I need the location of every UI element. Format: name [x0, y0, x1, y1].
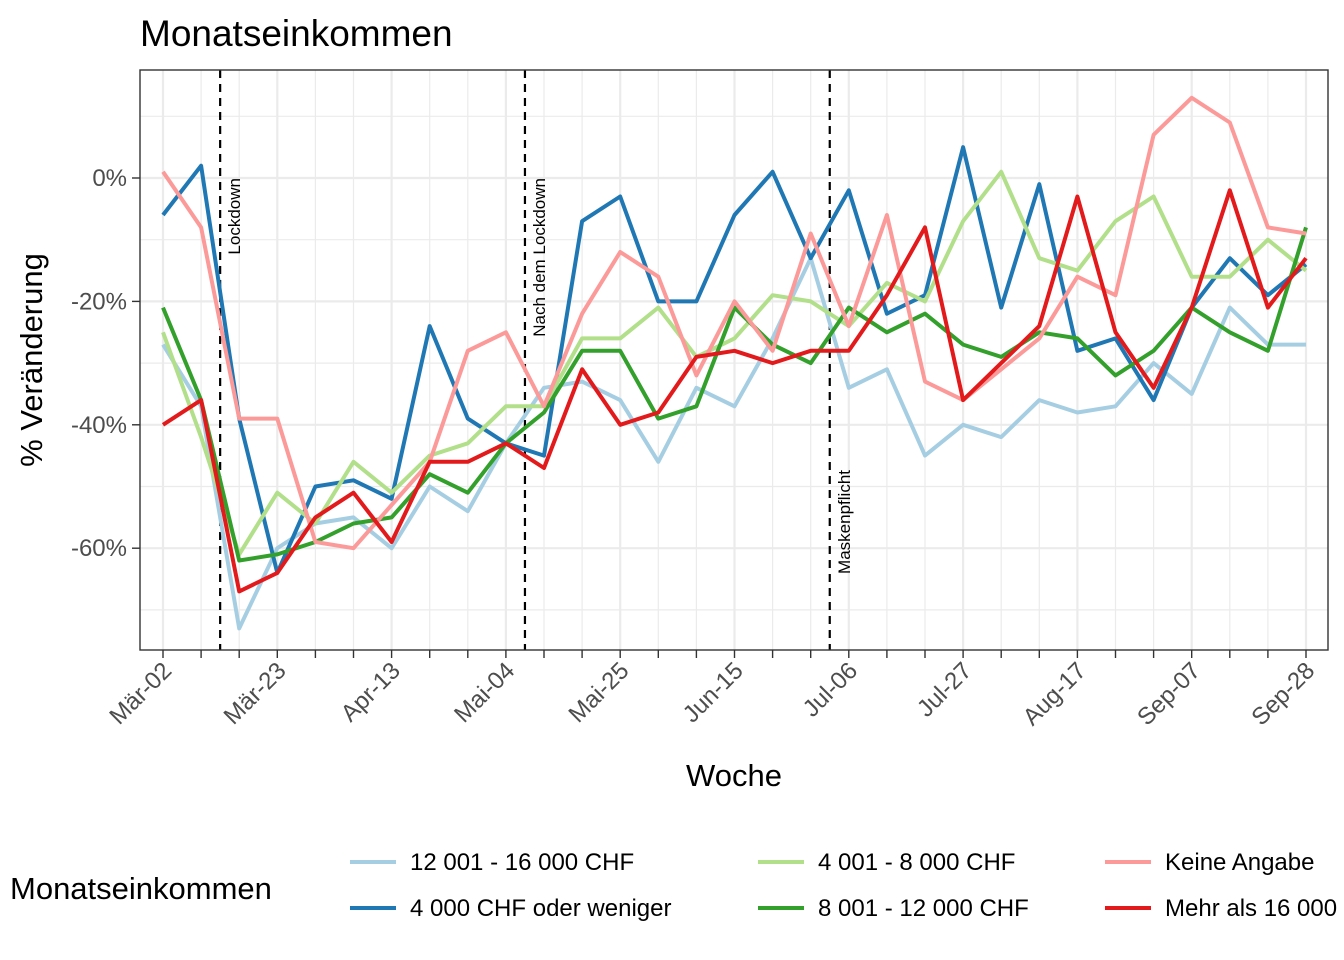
- x-tick-label: Apr-13: [336, 657, 406, 727]
- y-tick-label: -40%: [71, 412, 127, 439]
- x-tick-label: Jun-15: [678, 657, 749, 728]
- x-tick-label: Mär-23: [219, 657, 292, 730]
- legend-label: Mehr als 16 000 CHF: [1165, 895, 1344, 922]
- event-label: Nach dem Lockdown: [530, 178, 549, 337]
- legend-title: Monatseinkommen: [10, 871, 272, 906]
- chart-title: Monatseinkommen: [140, 13, 453, 54]
- x-tick-label: Mai-04: [449, 657, 520, 728]
- y-tick-label: -60%: [71, 535, 127, 562]
- x-tick-label: Mär-02: [104, 657, 177, 730]
- event-label: Lockdown: [225, 178, 244, 255]
- event-label: Maskenpflicht: [835, 470, 854, 574]
- x-axis: Mär-02 Mär-23 Apr-13 Mai-04 Mai-25 Jun-15 Jul-…: [104, 650, 1320, 731]
- legend-label: Keine Angabe: [1165, 849, 1314, 876]
- legend: 12 001 - 16 000 CHF 4 000 CHF oder wenige…: [350, 849, 1344, 922]
- x-tick-label: Mai-25: [563, 657, 634, 728]
- series-line: [161, 256, 1306, 631]
- series-line: [161, 226, 1308, 563]
- legend-label: 4 000 CHF oder weniger: [410, 895, 671, 922]
- legend-label: 12 001 - 16 000 CHF: [410, 849, 634, 876]
- series-line: [161, 95, 1307, 551]
- x-tick-label: Jul-27: [912, 657, 977, 722]
- x-tick-label: Jul-06: [798, 657, 863, 722]
- legend-label: 4 001 - 8 000 CHF: [818, 849, 1015, 876]
- series-line: [161, 169, 1308, 557]
- series-line: [161, 188, 1308, 594]
- event-lines: Lockdown Nach dem Lockdown Maskenpflicht: [219, 70, 854, 650]
- series-line: [161, 145, 1308, 575]
- x-tick-label: Aug-17: [1018, 657, 1092, 731]
- y-tick-label: 0%: [92, 165, 127, 192]
- x-tick-label: Sep-28: [1246, 657, 1320, 731]
- series-lines: [161, 95, 1308, 631]
- y-tick-label: -20%: [71, 288, 127, 315]
- y-axis: 0% -20% -40% -60%: [71, 165, 140, 562]
- legend-label: 8 001 - 12 000 CHF: [818, 895, 1029, 922]
- x-axis-title: Woche: [686, 758, 782, 793]
- x-tick-label: Sep-07: [1132, 657, 1206, 731]
- y-axis-title: % Veränderung: [14, 253, 49, 467]
